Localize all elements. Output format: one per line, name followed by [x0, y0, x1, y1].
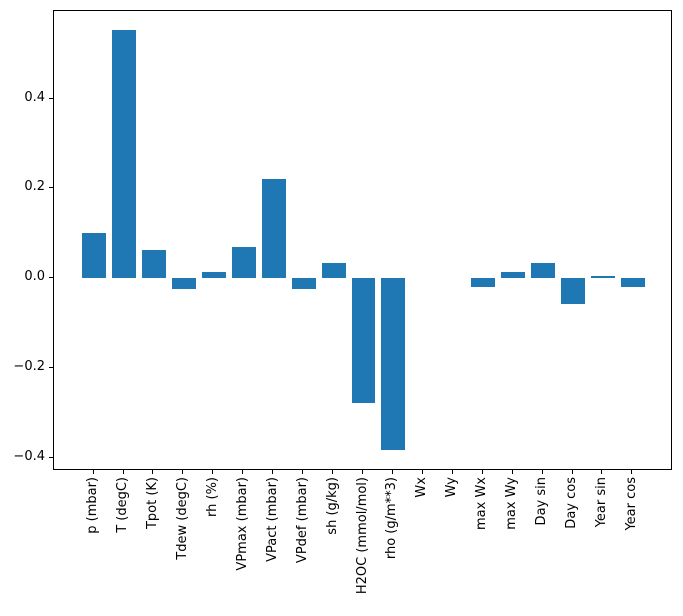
x-tick-label-day-cos: Day cos [563, 477, 579, 529]
x-tick-label-rh: rh (%) [204, 477, 220, 517]
y-tick-mark [49, 367, 53, 369]
x-tick-mark [92, 470, 94, 474]
plot-area [53, 10, 672, 470]
bar-day-sin [531, 263, 556, 279]
x-tick-label-day-sin: Day sin [533, 477, 549, 526]
y-tick-label: 0.4 [24, 89, 45, 105]
bar-year-cos [620, 278, 645, 287]
bar-day-cos [561, 278, 585, 305]
x-tick-mark [122, 470, 124, 474]
bar-max-wy [501, 271, 526, 279]
y-tick-mark [49, 277, 53, 279]
x-tick-mark [511, 470, 513, 474]
x-tick-mark [571, 470, 573, 474]
y-tick-label: −0.2 [13, 359, 45, 375]
x-tick-mark [332, 470, 334, 474]
x-tick-label-max-wx: max Wx [474, 477, 490, 531]
bar-vpact-mbar [261, 178, 286, 279]
x-tick-mark [451, 470, 453, 474]
y-tick-label: −0.4 [13, 448, 45, 464]
y-tick-label: 0.0 [24, 269, 45, 285]
x-tick-label-vpdef-mbar: VPdef (mbar) [294, 477, 310, 564]
bar-t-degc [112, 29, 136, 279]
bar-max-wx [471, 278, 496, 287]
bar-rh [201, 271, 226, 279]
y-tick-mark [49, 97, 53, 99]
y-tick-label: 0.2 [24, 179, 45, 195]
bar-year-sin [590, 276, 615, 279]
x-tick-mark [391, 470, 393, 474]
x-tick-label-vpmax-mbar: VPmax (mbar) [234, 477, 250, 571]
x-tick-label-sh-g-kg: sh (g/kg) [324, 477, 340, 535]
bar-rho-g-m-3 [381, 278, 406, 451]
x-tick-mark [631, 470, 633, 474]
bar-tdew-degc [171, 278, 196, 289]
bar-p-mbar [82, 233, 107, 279]
x-tick-label-h2oc-mmol-mol: H2OC (mmol/mol) [354, 477, 370, 595]
x-tick-label-tdew-degc: Tdew (degC) [174, 477, 190, 560]
bar-h2oc-mmol-mol [351, 278, 376, 404]
x-tick-mark [421, 470, 423, 474]
x-tick-label-wy: Wy [444, 477, 460, 498]
x-tick-mark [272, 470, 274, 474]
x-tick-label-p-mbar: p (mbar) [84, 477, 100, 534]
bar-tpot-k [142, 249, 166, 279]
x-tick-label-max-wy: max Wy [504, 477, 520, 530]
x-tick-label-tpot-k: Tpot (K) [144, 477, 160, 530]
x-tick-mark [242, 470, 244, 474]
x-tick-label-wx: Wx [414, 477, 430, 498]
x-tick-label-vpact-mbar: VPact (mbar) [264, 477, 280, 562]
y-tick-mark [49, 456, 53, 458]
x-tick-mark [601, 470, 603, 474]
bar-vpdef-mbar [291, 278, 316, 290]
x-tick-label-year-sin: Year sin [593, 477, 609, 528]
x-tick-mark [362, 470, 363, 474]
x-tick-mark [481, 470, 483, 474]
x-tick-label-t-degc: T (degC) [114, 477, 130, 533]
bar-vpmax-mbar [231, 246, 256, 279]
x-tick-label-year-cos: Year cos [623, 477, 639, 531]
x-tick-mark [212, 470, 214, 474]
y-tick-mark [49, 187, 53, 189]
bar-sh-g-kg [321, 263, 346, 279]
x-tick-label-rho-g-m-3: rho (g/m**3) [384, 477, 400, 560]
x-tick-mark [541, 470, 543, 474]
x-tick-mark [302, 470, 304, 474]
x-tick-mark [182, 470, 184, 474]
x-tick-mark [152, 470, 154, 474]
